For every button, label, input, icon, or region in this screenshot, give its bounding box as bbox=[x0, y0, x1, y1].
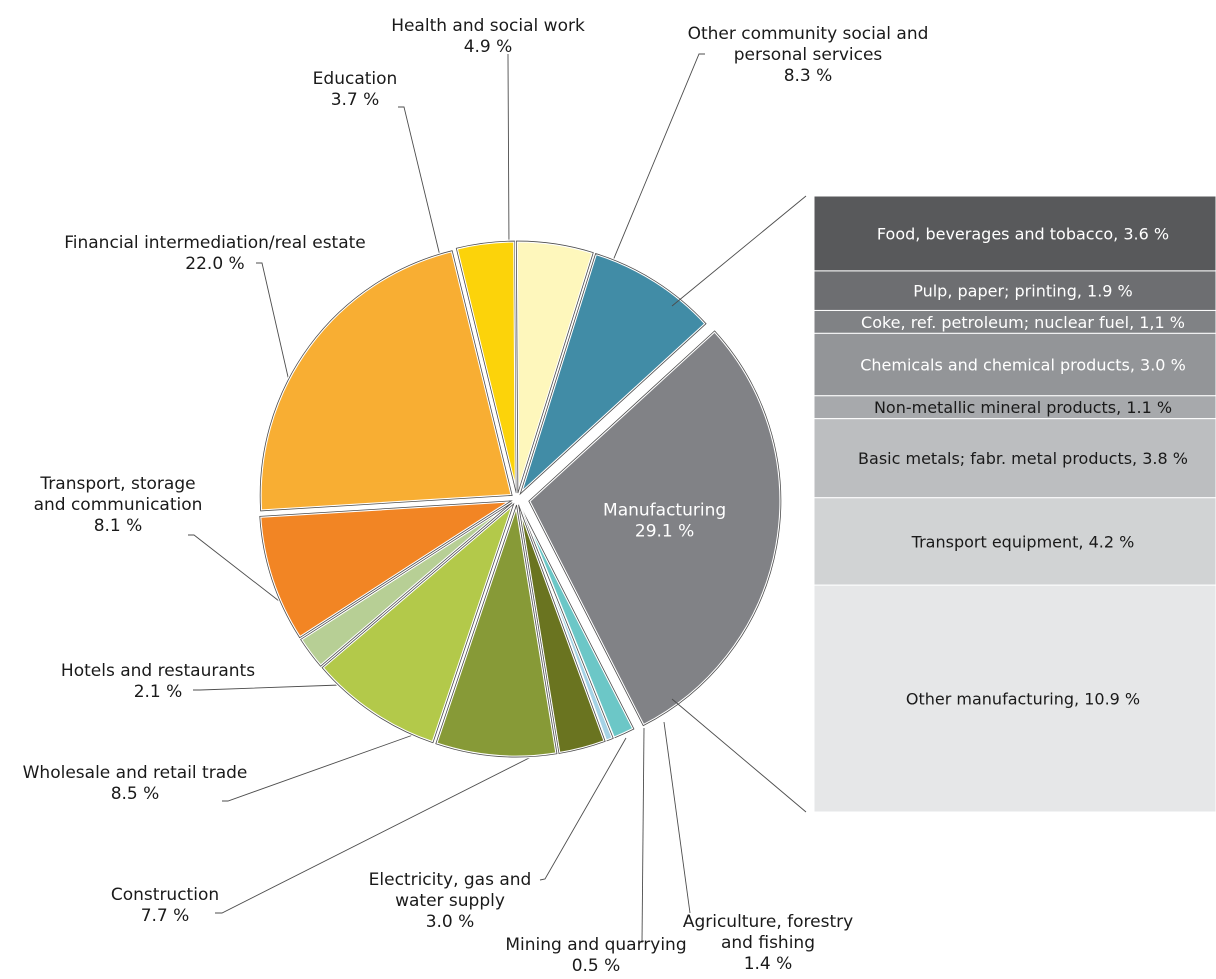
slice-label-agriculture-forestry-and-fishing: Agriculture, forestry bbox=[683, 912, 853, 932]
breakdown-label-food: Food, beverages and tobacco, 3.6 % bbox=[877, 224, 1169, 243]
breakdown-segment-basic-metals-fabr-metal-products bbox=[813, 418, 1216, 499]
slice-label-financial-intermediation-real-estate: Financial intermediation/real estate bbox=[64, 233, 366, 253]
slice-outline-construction bbox=[435, 504, 558, 758]
slice-label-electricity-gas-and-water-supply: Electricity, gas and bbox=[369, 870, 532, 890]
leader-construction bbox=[215, 753, 538, 914]
breakdown-label-transport-equipment: Transport equipment, 4.2 % bbox=[911, 532, 1135, 551]
slice-value-other-community-social-and-personal-services: 8.3 % bbox=[784, 66, 833, 86]
slice-value-wholesale-and-retail-trade: 8.5 % bbox=[111, 784, 160, 804]
breakdown-label-other-manufacturing: Other manufacturing, 10.9 % bbox=[906, 690, 1140, 709]
slice-label-other-community-social-and-personal-services: personal services bbox=[734, 45, 883, 65]
leader-financial-intermediation-real-estate bbox=[256, 262, 292, 391]
breakdown-label-basic-metals-fabr-metal-products: Basic metals; fabr. metal products, 3.8 … bbox=[858, 449, 1188, 468]
slice-label-hotels-and-restaurants: Hotels and restaurants bbox=[61, 661, 255, 681]
slice-label-mining-and-quarrying: Mining and quarrying bbox=[505, 935, 686, 955]
slice-label-health-and-social-work: Health and social work bbox=[391, 16, 585, 36]
slice-label-transport-storage-and-communication: Transport, storage bbox=[39, 474, 195, 494]
leader-mining-and-quarrying bbox=[641, 727, 645, 944]
slice-label-wholesale-and-retail-trade: Wholesale and retail trade bbox=[23, 763, 248, 783]
breakdown-segment-food bbox=[813, 195, 1216, 272]
breakdown-label-chemicals-and-chemical-products: Chemicals and chemical products, 3.0 % bbox=[860, 356, 1186, 375]
slice-value-electricity-gas-and-water-supply: 3.0 % bbox=[426, 912, 475, 932]
leader-health-and-social-work bbox=[507, 54, 510, 250]
slice-value-manufacturing: 29.1 % bbox=[635, 522, 694, 542]
slice-value-health-and-social-work: 4.9 % bbox=[464, 37, 513, 57]
slice-value-construction: 7.7 % bbox=[141, 906, 190, 926]
slice-outline-financial-intermediation-real-estate bbox=[259, 250, 513, 512]
slice-label-electricity-gas-and-water-supply: water supply bbox=[395, 891, 505, 911]
leader-hotels-and-restaurants bbox=[193, 684, 341, 691]
connector-bottom bbox=[671, 698, 807, 813]
slice-outline-health-and-social-work bbox=[515, 240, 594, 494]
breakdown-label-pulp: Pulp, paper; printing, 1.9 % bbox=[913, 282, 1133, 301]
breakdown-segment-pulp bbox=[813, 270, 1216, 311]
leader-other-community-social-and-personal-services bbox=[611, 53, 705, 264]
slice-value-transport-storage-and-communication: 8.1 % bbox=[94, 516, 143, 536]
pie-slices bbox=[258, 239, 783, 759]
breakdown-label-non-metallic-mineral-products: Non-metallic mineral products, 1.1 % bbox=[874, 398, 1172, 417]
leader-agriculture-forestry-and-fishing bbox=[663, 721, 691, 914]
slice-outline-education bbox=[455, 240, 517, 494]
leader-wholesale-and-retail-trade bbox=[222, 734, 414, 802]
slice-label-other-community-social-and-personal-services: Other community social and bbox=[688, 24, 929, 44]
leader-education bbox=[398, 106, 441, 257]
slice-outline-transport-storage-and-communication bbox=[259, 500, 513, 639]
slice-outline-electricity-gas-and-water-supply bbox=[518, 504, 606, 754]
slice-value-education: 3.7 % bbox=[331, 90, 380, 110]
breakdown-segment-chemicals-and-chemical-products bbox=[813, 332, 1216, 397]
slice-label-manufacturing: Manufacturing bbox=[603, 501, 726, 521]
breakdown-connectors bbox=[671, 195, 807, 813]
slice-outline-other-community-social-and-personal-services bbox=[519, 252, 707, 496]
connector-top bbox=[671, 195, 807, 307]
slice-outline-wholesale-and-retail-trade bbox=[321, 502, 515, 744]
slice-value-agriculture-forestry-and-fishing: 1.4 % bbox=[744, 954, 793, 974]
slice-label-transport-storage-and-communication: and communication bbox=[34, 495, 203, 515]
slice-label-construction: Construction bbox=[111, 885, 219, 905]
slice-value-financial-intermediation-real-estate: 22.0 % bbox=[185, 254, 244, 274]
breakdown-segment-other-manufacturing bbox=[813, 584, 1216, 813]
leader-electricity-gas-and-water-supply bbox=[539, 737, 627, 881]
leader-lines bbox=[188, 53, 705, 944]
slice-label-education: Education bbox=[313, 69, 398, 89]
slice-outline-manufacturing bbox=[528, 330, 782, 727]
breakdown-segment-transport-equipment bbox=[813, 497, 1216, 586]
leader-transport-storage-and-communication bbox=[188, 534, 307, 623]
slice-label-agriculture-forestry-and-fishing: and fishing bbox=[721, 933, 815, 953]
breakdown-label-coke: Coke, ref. petroleum; nuclear fuel, 1,1 … bbox=[861, 313, 1185, 332]
breakdown-bar: Food, beverages and tobacco, 3.6 % Pulp, … bbox=[813, 195, 1216, 813]
slice-value-hotels-and-restaurants: 2.1 % bbox=[134, 682, 183, 702]
slice-value-mining-and-quarrying: 0.5 % bbox=[572, 956, 621, 976]
slice-outline-hotels-and-restaurants bbox=[300, 502, 513, 667]
